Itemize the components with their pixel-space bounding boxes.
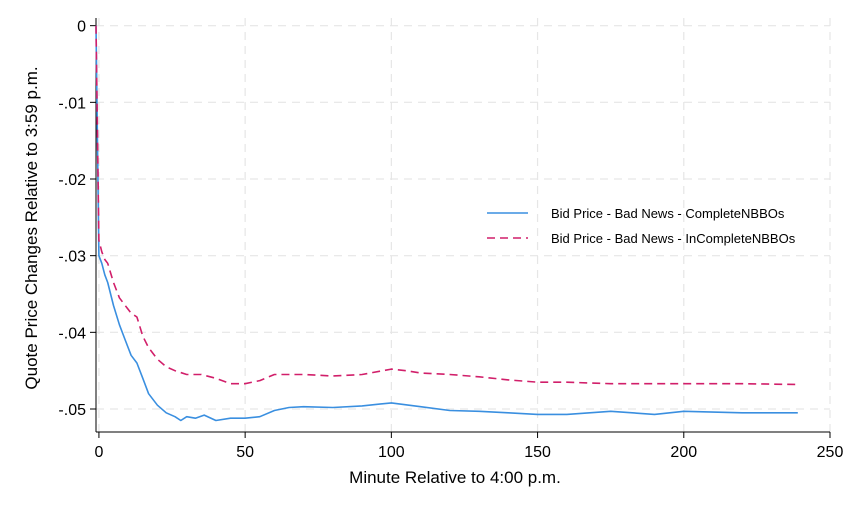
legend-label-2: Bid Price - Bad News - InCompleteNBBOs [551,231,796,246]
x-tick-label: 50 [236,444,254,461]
y-axis-title: Quote Price Changes Relative to 3:59 p.m… [22,66,41,389]
x-tick-label: 150 [524,444,551,461]
x-tick-label: 250 [817,444,844,461]
ticks: 0 -.01 -.02 -.03 -.04 -.05 0 50 100 150 200 250 [58,19,843,461]
axes [95,18,830,433]
grid [96,18,831,432]
y-tick-label: -.02 [58,172,86,189]
legend: Bid Price - Bad News - CompleteNBBOs Bid … [487,206,796,246]
x-tick-label: 0 [94,444,103,461]
x-tick-label: 200 [670,444,697,461]
y-tick-label: -.01 [58,95,86,112]
x-tick-label: 100 [378,444,405,461]
y-tick-label: -.04 [58,325,86,342]
y-tick-label: -.03 [58,249,86,266]
series-line-1 [95,25,798,422]
legend-label-1: Bid Price - Bad News - CompleteNBBOs [551,206,785,221]
y-tick-label: -.05 [58,402,86,419]
series-lines [95,25,798,422]
y-tick-label: 0 [77,19,86,36]
x-axis-title: Minute Relative to 4:00 p.m. [349,468,561,487]
series-line-2 [95,25,798,386]
